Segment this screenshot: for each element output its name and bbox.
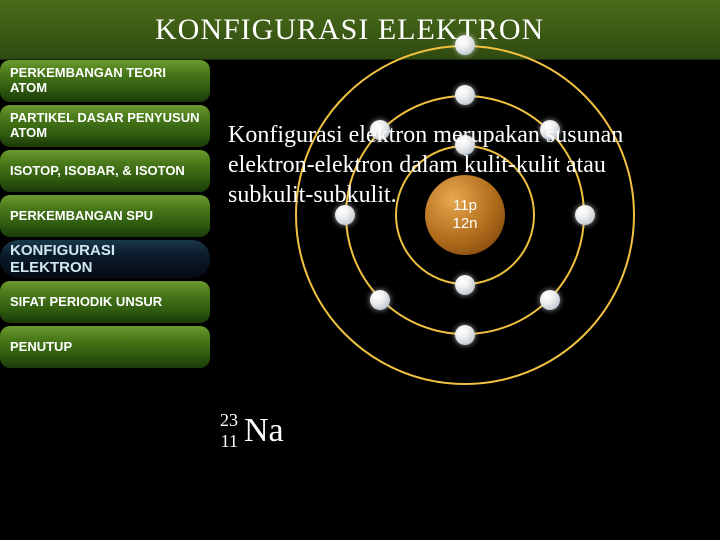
sidebar-item-5[interactable]: SIFAT PERIODIK UNSUR xyxy=(0,281,210,323)
element-symbol: Na xyxy=(244,412,284,450)
electron xyxy=(455,35,475,55)
description-text: Konfigurasi elektron merupakan susunan e… xyxy=(228,120,688,210)
sidebar-item-3[interactable]: PERKEMBANGAN SPU xyxy=(0,195,210,237)
sidebar-item-6[interactable]: PENUTUP xyxy=(0,326,210,368)
sidebar-item-0[interactable]: PERKEMBANGAN TEORI ATOM xyxy=(0,60,210,102)
element-numbers: 23 11 xyxy=(220,410,238,451)
sidebar-nav: PERKEMBANGAN TEORI ATOMPARTIKEL DASAR PE… xyxy=(0,60,210,371)
atomic-number: 11 xyxy=(221,431,238,452)
mass-number: 23 xyxy=(220,410,238,431)
sidebar-item-4[interactable]: KONFIGURASI ELEKTRON xyxy=(0,240,210,278)
neutrons-label: 12n xyxy=(452,215,477,233)
sidebar-item-2[interactable]: ISOTOP, ISOBAR, & ISOTON xyxy=(0,150,210,192)
content-area: 11p12n Konfigurasi elektron merupakan su… xyxy=(210,60,720,540)
atom-diagram: 11p12n xyxy=(275,25,655,405)
element-notation: 23 11 Na xyxy=(220,410,284,451)
sidebar-item-1[interactable]: PARTIKEL DASAR PENYUSUN ATOM xyxy=(0,105,210,147)
